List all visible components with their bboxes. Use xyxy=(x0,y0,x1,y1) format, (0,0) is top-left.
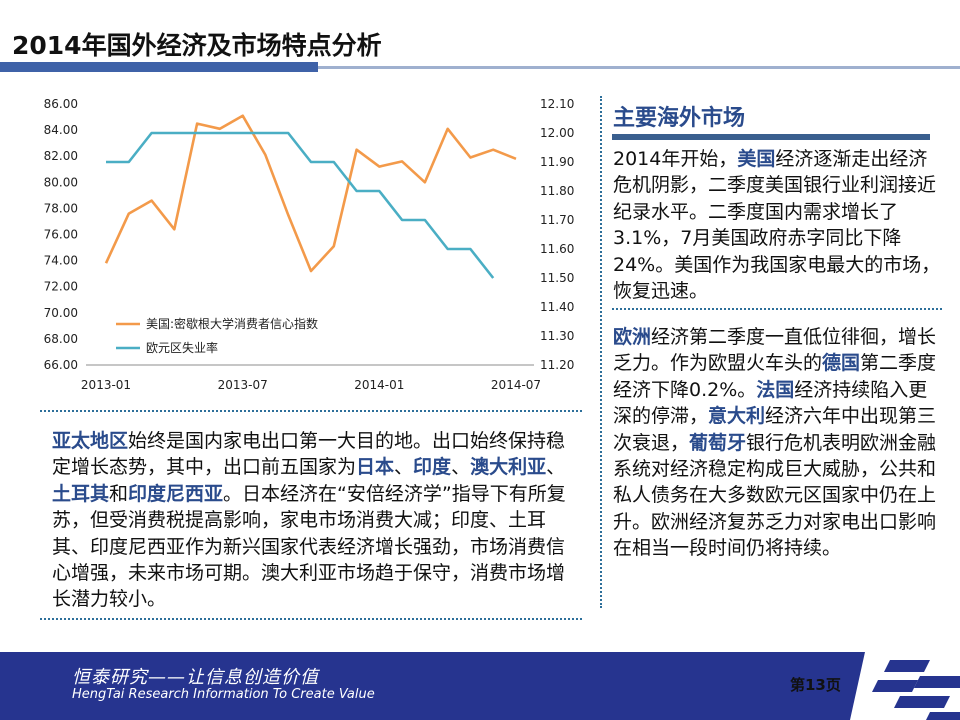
right-axis-tick-label: 11.30 xyxy=(540,329,574,343)
footer-logo-pattern xyxy=(780,652,960,720)
asia-text: 、 xyxy=(394,456,414,479)
us-text: 经济逐渐走出经济危机阴影，二季度美国银行业利润接近纪录水平。二季度国内需求增长了… xyxy=(613,148,941,303)
right-axis-tick-label: 11.20 xyxy=(540,358,574,372)
asia-text: 、 xyxy=(546,456,566,479)
india-highlight: 印度 xyxy=(413,456,452,479)
right-axis-tick-label: 11.60 xyxy=(540,242,574,256)
right-axis-tick-label: 12.10 xyxy=(540,97,574,111)
right-axis-tick-label: 11.90 xyxy=(540,155,574,169)
right-axis-tick-label: 11.70 xyxy=(540,213,574,227)
x-axis-tick-label: 2013-07 xyxy=(218,378,268,392)
left-axis-tick-label: 70.00 xyxy=(44,306,78,320)
asia-text: 、 xyxy=(451,456,471,479)
eu-text: 经济持续陷入更深的停滞， xyxy=(613,378,928,428)
left-axis-tick-label: 80.00 xyxy=(44,175,78,189)
left-axis-tick-label: 66.00 xyxy=(44,358,78,372)
eu-text: 经济六年中出现第三次衰退， xyxy=(613,405,937,454)
x-axis-tick-label: 2013-01 xyxy=(81,378,131,392)
europe-highlight: 欧洲 xyxy=(613,326,652,348)
japan-highlight: 日本 xyxy=(356,456,395,479)
x-axis-tick-label: 2014-01 xyxy=(354,378,404,392)
left-axis-tick-label: 82.00 xyxy=(44,149,78,163)
left-axis-tick-label: 74.00 xyxy=(44,254,78,268)
x-axis-tick-label: 2014-07 xyxy=(491,378,541,392)
footer-english: HengTai Research Information To Create V… xyxy=(72,687,375,702)
australia-highlight: 澳大利亚 xyxy=(470,456,547,479)
left-axis-tick-label: 72.00 xyxy=(44,280,78,294)
asia-region-highlight: 亚太地区 xyxy=(52,430,129,452)
turkey-highlight: 土耳其 xyxy=(52,482,110,505)
title-underline-dark xyxy=(0,62,318,72)
page-number: 第13页 xyxy=(790,676,841,694)
portugal-highlight: 葡萄牙 xyxy=(689,431,747,454)
asia-text: 始终是国内家电出口第一大目的地。出口始终保持稳定增长态势，其中，出口前五国家为 xyxy=(52,430,566,479)
us-paragraph: 2014年开始，美国经济逐渐走出经济危机阴影，二季度美国银行业利润接近纪录水平。… xyxy=(613,146,945,304)
asia-text: 和 xyxy=(109,482,129,505)
eu-text: 经济第二季度一直低位徘徊，增长乏力。作为欧盟火车头的 xyxy=(613,326,937,375)
asia-bottom-divider xyxy=(40,618,582,620)
left-axis-tick-label: 86.00 xyxy=(44,97,78,111)
asia-paragraph: 亚太地区始终是国内家电出口第一大目的地。出口始终保持稳定增长态势，其中，出口前五… xyxy=(52,428,582,613)
market-title: 主要海外市场 xyxy=(613,106,746,131)
us-text: 2014年开始， xyxy=(613,148,738,170)
france-highlight: 法国 xyxy=(756,378,795,401)
right-axis-tick-label: 11.80 xyxy=(540,184,574,198)
left-axis-tick-label: 78.00 xyxy=(44,201,78,215)
footer-slogan: 恒泰研究——让信息创造价值 xyxy=(72,667,319,688)
page-title: 2014年国外经济及市场特点分析 xyxy=(12,31,382,60)
eurozone-unemployment-line xyxy=(106,131,495,279)
right-axis-tick-label: 11.50 xyxy=(540,271,574,285)
eu-text: 银行危机表明欧洲金融系统对经济稳定构成巨大威胁，公共和私人债务在大多数欧元区国家… xyxy=(613,431,937,560)
eu-paragraph: 欧洲经济第二季度一直低位徘徊，增长乏力。作为欧盟火车头的德国第二季度经济下降0.… xyxy=(613,324,945,562)
germany-highlight: 德国 xyxy=(822,352,861,375)
right-axis-tick-label: 12.00 xyxy=(540,126,574,140)
line-chart: 66.00 68.00 70.00 72.00 74.00 76.00 78.00 80.00… xyxy=(44,97,575,392)
us-consumer-confidence-line xyxy=(104,114,517,273)
legend-label: 欧元区失业率 xyxy=(146,340,218,355)
us-divider xyxy=(612,308,942,310)
us-highlight: 美国 xyxy=(737,148,776,170)
asia-text: 。日本经济在“安倍经济学”指导下有所复苏，但受消费税提高影响，家电市场消费大减；… xyxy=(52,482,566,611)
left-axis-tick-label: 68.00 xyxy=(44,332,78,346)
chart-divider xyxy=(40,410,582,412)
right-axis-tick-label: 11.40 xyxy=(540,300,574,314)
title-underline-light xyxy=(318,66,960,69)
legend-label: 美国:密歇根大学消费者信心指数 xyxy=(146,316,318,331)
left-axis-tick-label: 84.00 xyxy=(44,123,78,137)
column-divider xyxy=(600,96,602,608)
market-title-bar xyxy=(612,134,930,140)
italy-highlight: 意大利 xyxy=(708,405,766,428)
eu-text: 第二季度经济下降0.2%。 xyxy=(613,352,937,401)
left-axis-tick-label: 76.00 xyxy=(44,228,78,242)
indonesia-highlight: 印度尼西亚 xyxy=(128,482,224,505)
